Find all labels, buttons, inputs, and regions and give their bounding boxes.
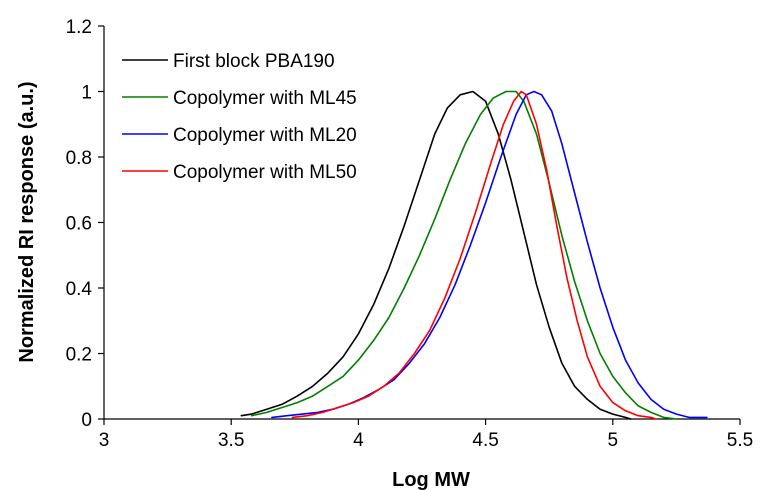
legend-label-1: First block PBA190 — [173, 51, 335, 72]
x-axis-label: Log MW — [392, 469, 470, 490]
x-tick-label: 4.5 — [472, 430, 498, 451]
series-line-2 — [250, 90, 678, 420]
x-tick-label: 4 — [353, 430, 364, 451]
x-tick-label: 3 — [99, 430, 110, 451]
legend-label-3: Copolymer with ML20 — [173, 125, 357, 146]
y-tick-label: 0 — [81, 410, 92, 431]
series-layer — [240, 90, 708, 420]
x-tick-label: 5 — [608, 430, 619, 451]
legend: First block PBA190 Copolymer with ML45 Cop… — [122, 51, 357, 183]
legend-label-4: Copolymer with ML50 — [173, 162, 357, 183]
y-tick-label: 1.2 — [66, 17, 92, 38]
series-line-4 — [291, 90, 657, 420]
y-tick-label: 0.8 — [66, 148, 92, 169]
y-axis-label: Normalized RI response (a.u.) — [16, 81, 38, 362]
y-tick-label: 1 — [81, 83, 92, 104]
y-tick-label: 0.4 — [66, 279, 93, 300]
x-tick-label: 5.5 — [727, 430, 753, 451]
x-tick-label: 3.5 — [218, 430, 244, 451]
series-line-1 — [240, 90, 632, 420]
plot-area: 0 0.2 0.4 0.6 0.8 1 1.2 3 3.5 4 4.5 5 5.5 — [66, 17, 754, 451]
y-tick-label: 0.2 — [66, 345, 92, 366]
legend-label-2: Copolymer with ML45 — [173, 88, 357, 109]
y-tick-label: 0.6 — [66, 214, 92, 235]
